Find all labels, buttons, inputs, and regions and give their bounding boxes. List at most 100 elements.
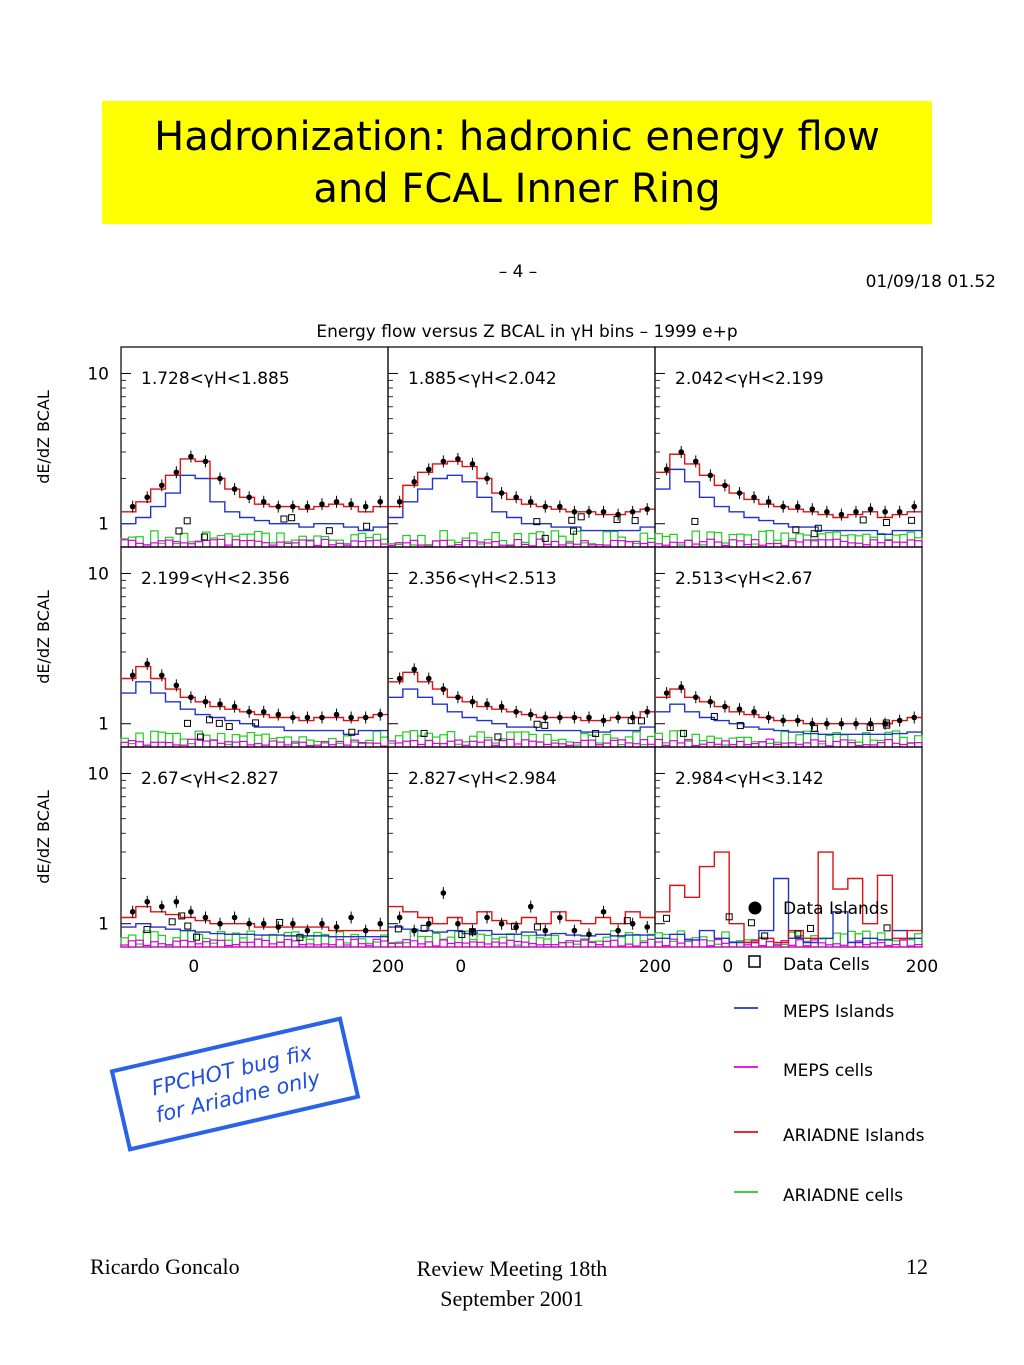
- ariadne-cells-bin: [194, 541, 204, 548]
- data-islands-point: [571, 714, 578, 721]
- data-islands-point: [794, 503, 801, 510]
- y-tick-label: 10: [87, 564, 109, 584]
- legend-item: Data Islands: [748, 899, 889, 919]
- data-cells-point: [184, 922, 192, 930]
- plot-timestamp: 01/09/18 01.52: [866, 272, 996, 292]
- ariadne-cells-bin: [164, 733, 174, 748]
- data-cells-point: [215, 719, 223, 727]
- data-islands-point: [333, 711, 340, 718]
- meps-islands-line: [388, 688, 655, 733]
- y-tick-label: 1: [98, 515, 109, 535]
- ariadne-cells-bin: [431, 540, 441, 548]
- ariadne-islands-line: [655, 851, 922, 944]
- ariadne-cells-bin: [520, 935, 530, 948]
- meps-cells-bin: [150, 741, 159, 748]
- meps-cells-bin: [350, 938, 359, 948]
- data-islands-point: [527, 711, 534, 718]
- ariadne-cells-bin: [313, 740, 322, 748]
- meps-cells-bin: [320, 538, 330, 548]
- ariadne-cells-bin: [669, 730, 678, 748]
- ariadne-cells-bin: [298, 535, 308, 548]
- data-cells-point: [592, 729, 600, 737]
- data-islands-point: [396, 675, 403, 682]
- ariadne-cells-bin: [328, 539, 337, 548]
- meps-cells-bin: [461, 942, 471, 948]
- ariadne-cells-bin: [135, 536, 144, 548]
- data-islands-point: [304, 927, 311, 934]
- meps-cells-bin: [713, 541, 723, 548]
- data-islands-point: [527, 498, 534, 505]
- panel-4: 2.199<γH<2.356 10 1 dE/dZ BCAL: [34, 546, 389, 748]
- meps-cells-bin: [172, 940, 181, 948]
- meps-cells-bin: [320, 943, 330, 948]
- data-cells-point: [810, 530, 818, 538]
- data-cells-point: [183, 719, 191, 727]
- data-islands-point: [765, 498, 772, 505]
- data-islands-point: [600, 909, 607, 915]
- ariadne-cells-bin: [891, 940, 901, 948]
- ariadne-cells-bin: [810, 935, 819, 948]
- ariadne-cells-bin: [179, 930, 189, 948]
- data-cells-point: [623, 917, 631, 925]
- meps-cells-bin: [765, 940, 775, 948]
- data-islands-point: [513, 494, 519, 501]
- ariadne-cells-bin: [431, 932, 441, 948]
- meps-cells-bin: [409, 940, 419, 948]
- meps-cells-bin: [750, 539, 760, 548]
- data-islands-point: [751, 709, 757, 715]
- panel-1: 1.728<γH<1.885 10 1 dE/dZ BCAL: [34, 346, 389, 548]
- meps-cells-bin: [617, 540, 626, 548]
- data-cells-point: [196, 733, 204, 741]
- legend-label: MEPS Islands: [783, 1002, 894, 1022]
- data-islands-point: [425, 675, 432, 682]
- panel-9: 2.984<γH<3.142 0 200: [654, 746, 938, 977]
- meps-islands-line: [655, 468, 922, 536]
- ariadne-cells-bin: [491, 531, 500, 548]
- meps-cells-bin: [231, 943, 241, 948]
- data-islands-point: [498, 703, 505, 710]
- meps-cells-bin: [402, 939, 411, 948]
- data-islands-point: [736, 706, 743, 712]
- ariadne-cells-bin: [268, 737, 278, 748]
- meps-cells-bin: [580, 739, 589, 748]
- panel-6: 2.513<γH<2.67: [654, 546, 923, 748]
- data-islands-point: [440, 458, 447, 465]
- data-islands-point: [586, 509, 592, 515]
- meps-cells-bin: [906, 945, 916, 948]
- meps-cells-bin: [468, 740, 478, 748]
- data-islands-point: [896, 717, 903, 724]
- data-cells-point: [908, 516, 916, 524]
- ariadne-cells-bin: [713, 531, 723, 548]
- meps-cells-bin: [231, 741, 241, 748]
- meps-cells-bin: [706, 945, 715, 948]
- ariadne-cells-bin: [721, 931, 730, 948]
- ariadne-cells-bin: [402, 534, 411, 548]
- data-islands-point: [348, 914, 354, 921]
- panel-label: 2.199<γH<2.356: [141, 569, 290, 589]
- meps-cells-bin: [135, 939, 144, 948]
- data-islands-point: [377, 920, 384, 927]
- meps-cells-bin: [810, 939, 819, 948]
- meps-cells-bin: [513, 940, 523, 948]
- data-islands-point: [411, 927, 418, 934]
- slide-title-line1: Hadronization: hadronic energy flow: [154, 113, 880, 160]
- meps-cells-bin: [246, 941, 256, 948]
- ariadne-cells-bin: [617, 536, 626, 548]
- meps-cells-bin: [172, 541, 181, 548]
- meps-cells-bin: [535, 741, 545, 748]
- data-islands-point: [498, 920, 505, 927]
- meps-cells-bin: [624, 541, 634, 548]
- meps-cells-bin: [609, 939, 619, 948]
- data-islands-point: [484, 475, 490, 482]
- data-islands-point: [809, 506, 816, 512]
- ariadne-cells-bin: [179, 532, 189, 548]
- panel-label: 2.67<γH<2.827: [141, 769, 279, 789]
- data-cells-point: [183, 517, 191, 525]
- data-islands-point: [557, 914, 563, 921]
- meps-cells-bin: [839, 944, 849, 948]
- meps-cells-bin: [906, 539, 916, 548]
- ariadne-cells-bin: [127, 536, 137, 548]
- data-cells-point: [631, 517, 639, 525]
- ariadne-cells-bin: [283, 541, 293, 548]
- meps-cells-bin: [661, 945, 671, 948]
